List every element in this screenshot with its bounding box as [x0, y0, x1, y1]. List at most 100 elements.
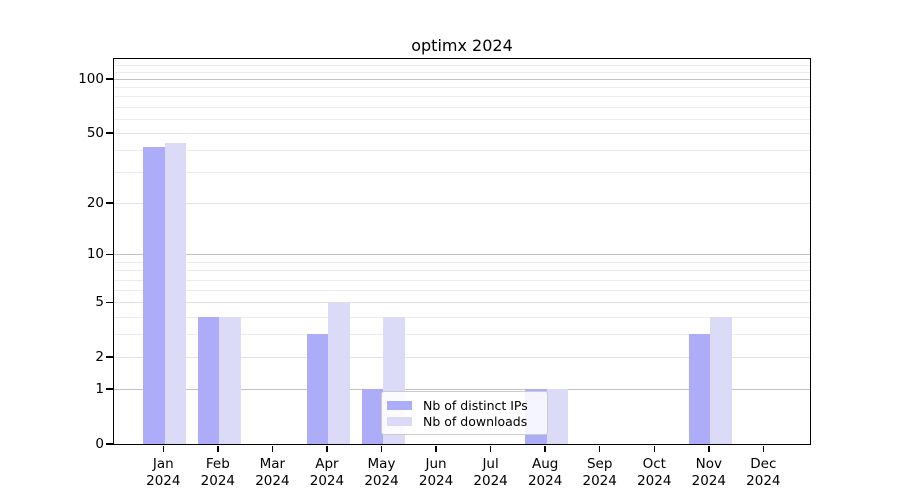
- bar-aug-downloads: [546, 389, 569, 444]
- x-tick-label-month: Dec: [750, 456, 777, 472]
- bar-feb-downloads: [219, 316, 241, 444]
- gridline-major: [114, 203, 810, 205]
- bar-nov-downloads: [710, 316, 732, 444]
- bar-jan-distinct-ips: [143, 146, 165, 444]
- y-tick-mark: [105, 132, 113, 134]
- x-tick-label-mar: Mar 2024: [244, 456, 300, 490]
- x-tick-mark: [380, 445, 383, 452]
- x-tick-label-year: 2024: [746, 473, 781, 489]
- x-tick-label-year: 2024: [691, 473, 726, 489]
- x-tick-mark: [598, 445, 601, 452]
- x-tick-label-month: Nov: [695, 456, 722, 472]
- bar-feb-distinct-ips: [197, 316, 220, 444]
- gridline-minor: [114, 316, 810, 318]
- x-tick-label-month: Feb: [205, 456, 230, 472]
- y-tick-mark: [105, 253, 113, 256]
- legend-swatch-downloads: [387, 417, 412, 427]
- x-tick-label-year: 2024: [637, 473, 672, 489]
- gridline-minor: [114, 118, 810, 120]
- x-tick-label-month: Apr: [315, 456, 339, 472]
- y-tick-label: 2: [95, 348, 104, 365]
- x-tick-label-month: Jun: [425, 456, 447, 472]
- y-tick-mark: [105, 202, 113, 204]
- y-tick-label: 100: [78, 70, 104, 87]
- x-tick-mark: [708, 445, 710, 452]
- x-tick-label-aug: Aug 2024: [517, 456, 573, 490]
- x-tick-label-apr: Apr 2024: [299, 456, 355, 490]
- x-tick-mark: [217, 445, 219, 452]
- gridline-minor: [114, 279, 810, 281]
- y-tick-label: 0: [95, 435, 104, 452]
- gridline-minor: [114, 172, 810, 174]
- x-tick-label-nov: Nov 2024: [681, 456, 737, 490]
- gridline-major: [114, 389, 810, 391]
- x-tick-mark: [653, 445, 655, 452]
- x-tick-label-year: 2024: [364, 473, 399, 489]
- x-tick-label-jul: Jul 2024: [463, 456, 519, 490]
- gridline-major: [114, 79, 810, 80]
- x-tick-label-year: 2024: [473, 473, 508, 489]
- x-tick-label-year: 2024: [582, 473, 617, 489]
- x-tick-label-month: Jan: [152, 456, 174, 472]
- x-tick-label-month: Jul: [482, 456, 499, 472]
- x-tick-mark: [435, 445, 437, 452]
- chart-title: optimx 2024: [411, 36, 513, 55]
- x-tick-mark: [162, 445, 165, 452]
- x-tick-label-month: Mar: [259, 456, 286, 472]
- x-tick-label-oct: Oct 2024: [626, 456, 682, 490]
- y-tick-label: 1: [95, 380, 104, 397]
- legend-label: Nb of distinct IPs: [423, 397, 528, 413]
- x-tick-label-month: Oct: [642, 456, 666, 472]
- gridline-minor: [114, 270, 810, 272]
- x-tick-label-year: 2024: [418, 473, 454, 489]
- bar-nov-distinct-ips: [688, 334, 711, 444]
- gridline-minor: [114, 64, 810, 66]
- x-tick-label-year: 2024: [527, 473, 563, 489]
- x-tick-label-may: May 2024: [354, 456, 410, 490]
- gridline-minor: [114, 150, 810, 152]
- gridline-minor: [114, 106, 810, 108]
- y-tick-mark: [105, 301, 113, 304]
- x-tick-label-year: 2024: [146, 473, 181, 489]
- x-tick-label-feb: Feb 2024: [190, 456, 246, 490]
- y-tick-mark: [105, 78, 113, 80]
- gridline-major: [114, 254, 810, 256]
- legend-swatch-distinct-ips: [387, 400, 412, 410]
- y-tick-label: 50: [86, 124, 104, 141]
- gridline-minor: [114, 334, 810, 336]
- x-tick-label-jun: Jun 2024: [408, 456, 464, 490]
- gridline-minor: [114, 71, 810, 73]
- x-tick-mark: [762, 445, 765, 452]
- legend-item-distinct-ips: Nb of distinct IPs: [387, 398, 539, 413]
- gridline-minor: [114, 290, 810, 292]
- gridline-major: [114, 302, 810, 304]
- x-tick-label-month: May: [367, 456, 396, 472]
- gridline-minor: [114, 87, 810, 89]
- y-tick-mark: [105, 356, 113, 358]
- x-tick-label-dec: Dec 2024: [735, 456, 791, 490]
- gridline-minor: [114, 261, 810, 263]
- x-tick-label-year: 2024: [255, 473, 290, 489]
- x-tick-label-year: 2024: [200, 473, 236, 489]
- bar-may-distinct-ips: [361, 389, 383, 444]
- gridline-major: [114, 357, 810, 359]
- x-tick-mark: [271, 445, 274, 452]
- bar-apr-downloads: [328, 302, 350, 444]
- legend-label: Nb of downloads: [423, 414, 528, 430]
- y-tick-label: 20: [86, 194, 104, 211]
- x-tick-label-sep: Sep 2024: [572, 456, 628, 490]
- legend: Nb of distinct IPs Nb of downloads: [381, 391, 548, 435]
- y-tick-mark: [105, 443, 113, 445]
- gridline-minor: [114, 96, 810, 98]
- legend-item-downloads: Nb of downloads: [387, 414, 539, 429]
- x-tick-label-jan: Jan 2024: [135, 456, 191, 490]
- x-tick-label-month: Sep: [586, 456, 613, 472]
- x-tick-mark: [326, 445, 328, 452]
- x-tick-mark: [544, 445, 546, 452]
- y-tick-label: 10: [86, 245, 104, 262]
- plot-area: [114, 59, 810, 444]
- x-tick-mark: [489, 445, 492, 452]
- bar-apr-distinct-ips: [306, 334, 329, 444]
- y-tick-label: 5: [95, 293, 104, 310]
